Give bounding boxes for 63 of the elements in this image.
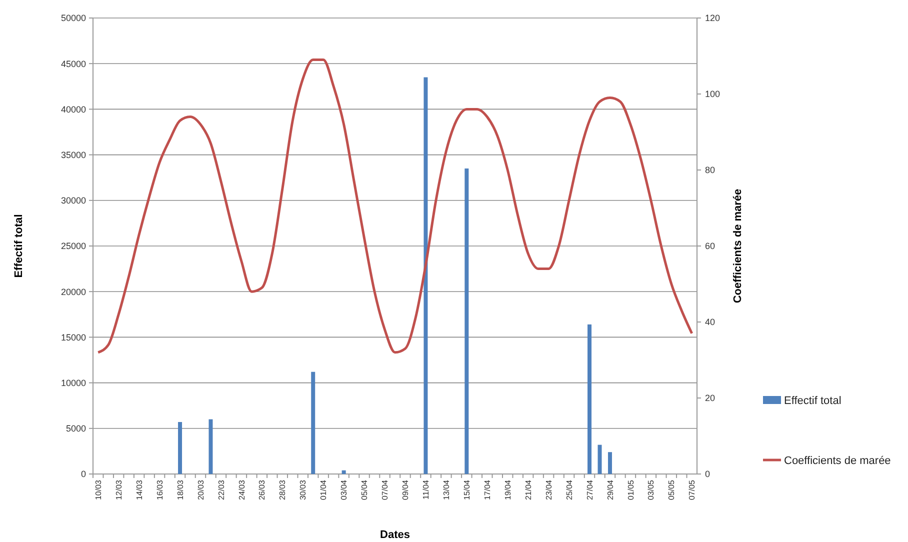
x-tick-label: 26/03 bbox=[258, 479, 267, 500]
x-tick-label: 10/03 bbox=[94, 479, 103, 500]
x-tick-label: 29/04 bbox=[606, 479, 615, 500]
x-tick-label: 07/04 bbox=[380, 479, 390, 500]
legend-label: Effectif total bbox=[784, 394, 842, 407]
y-axis-title: Effectif total bbox=[13, 214, 25, 278]
y-tick-label: 50000 bbox=[60, 13, 86, 24]
x-tick-label: 25/04 bbox=[564, 479, 574, 500]
legend-label: Coefficients de marée bbox=[784, 454, 891, 467]
x-tick-label: 05/04 bbox=[360, 479, 370, 500]
y-tick-label: 45000 bbox=[60, 58, 86, 69]
x-tick-label: 30/03 bbox=[298, 479, 308, 500]
x-tick-label: 21/04 bbox=[524, 479, 533, 500]
x-tick-label: 24/03 bbox=[237, 479, 246, 500]
x-tick-label: 13/04 bbox=[442, 479, 451, 500]
x-tick-label: 03/05 bbox=[646, 479, 656, 500]
x-tick-label: 18/03 bbox=[176, 479, 185, 500]
x-tick-label: 12/03 bbox=[114, 479, 124, 500]
x-tick-label: 09/04 bbox=[401, 479, 410, 500]
y-tick-label: 5000 bbox=[66, 424, 86, 434]
x-tick-label: 17/04 bbox=[482, 479, 492, 500]
bar bbox=[342, 470, 346, 474]
x-tick-label: 27/04 bbox=[585, 479, 594, 500]
y-tick-label: 0 bbox=[80, 469, 86, 480]
y-tick-label: 15000 bbox=[60, 332, 86, 342]
y-tick-label: 35000 bbox=[60, 150, 86, 160]
x-tick-label: 14/03 bbox=[134, 479, 144, 500]
x-tick-label: 07/05 bbox=[688, 479, 697, 500]
y2-tick-label: 60 bbox=[705, 241, 716, 252]
x-tick-label: 16/03 bbox=[155, 479, 164, 500]
bar bbox=[208, 419, 213, 474]
y-tick-label: 25000 bbox=[60, 241, 86, 252]
x-tick-label: 11/04 bbox=[422, 479, 431, 500]
x-axis-title: Dates bbox=[380, 529, 410, 541]
x-tick-label: 19/04 bbox=[503, 479, 512, 500]
y2-tick-label: 0 bbox=[705, 469, 710, 480]
y-tick-label: 20000 bbox=[60, 286, 86, 297]
y2-tick-label: 40 bbox=[705, 317, 716, 328]
y2-axis-title: Coefficients de marée bbox=[732, 188, 744, 304]
y2-tick-label: 20 bbox=[705, 393, 716, 404]
x-tick-label: 28/03 bbox=[278, 479, 288, 500]
bar bbox=[598, 444, 602, 474]
y-tick-label: 30000 bbox=[60, 196, 86, 206]
bar bbox=[464, 168, 469, 474]
bar bbox=[608, 452, 612, 474]
y-tick-label: 10000 bbox=[60, 378, 86, 388]
y2-tick-label: 120 bbox=[705, 13, 720, 24]
bar bbox=[311, 372, 316, 474]
y-tick-label: 40000 bbox=[60, 104, 86, 114]
x-tick-label: 20/03 bbox=[196, 479, 206, 500]
x-tick-label: 23/04 bbox=[544, 479, 554, 500]
x-tick-label: 15/04 bbox=[462, 479, 472, 500]
bar bbox=[424, 77, 428, 474]
x-tick-label: 03/04 bbox=[340, 479, 349, 500]
bar bbox=[178, 422, 182, 474]
bar bbox=[588, 324, 592, 474]
x-tick-label: 22/03 bbox=[216, 479, 226, 500]
line-series bbox=[96, 58, 694, 354]
y2-tick-label: 80 bbox=[705, 165, 716, 176]
x-tick-label: 05/05 bbox=[667, 479, 676, 500]
y2-tick-label: 100 bbox=[705, 89, 720, 100]
x-tick-label: 01/05 bbox=[626, 479, 636, 500]
x-tick-label: 01/04 bbox=[319, 479, 328, 500]
